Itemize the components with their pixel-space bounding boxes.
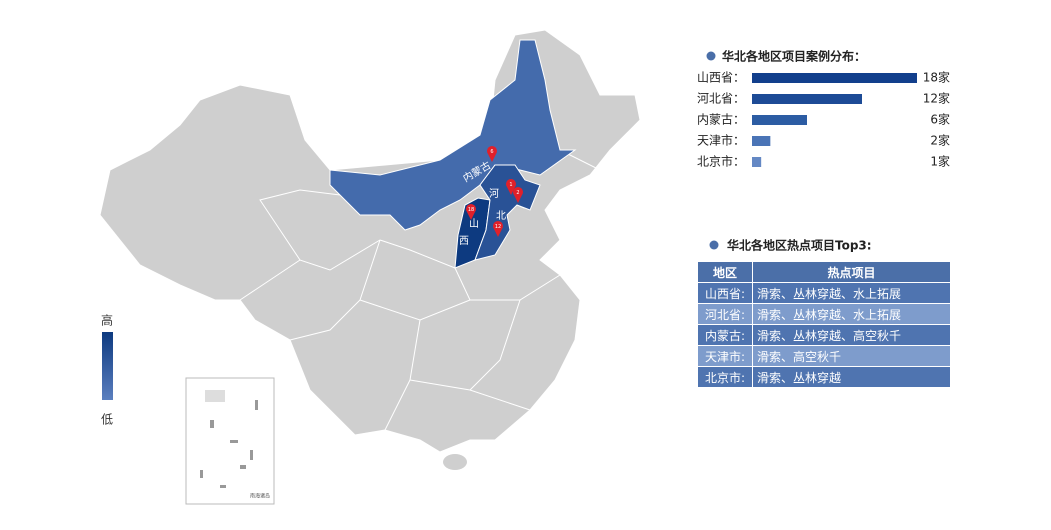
pin xyxy=(493,221,503,237)
region-label: 西 xyxy=(459,236,469,247)
legend-low: 低 xyxy=(101,413,113,427)
table-cell: 北京市: xyxy=(697,366,753,388)
region-label: 北 xyxy=(496,210,506,222)
hainan xyxy=(443,454,467,470)
bar-title: 华北各地区项目案例分布： xyxy=(722,49,866,64)
table-row: 天津市: 滑索、高空秋千 xyxy=(697,345,951,367)
legend-high: 高 xyxy=(101,313,113,328)
table-cell: 滑索、丛林穿越、高空秋千 xyxy=(752,324,951,346)
table-row: 北京市: 滑索、丛林穿越 xyxy=(697,366,951,388)
table-cell: 滑索、丛林穿越、水上拓展 xyxy=(752,303,951,325)
china-outline xyxy=(99,29,641,453)
table-row: 内蒙古: 滑索、丛林穿越、高空秋千 xyxy=(697,324,951,346)
bar-category: 天津市： xyxy=(697,133,745,148)
table-cell: 滑索、丛林穿越、水上拓展 xyxy=(752,282,951,304)
bar xyxy=(752,157,762,167)
province-borders xyxy=(239,149,601,431)
bar xyxy=(752,136,771,146)
bar-category: 北京市： xyxy=(697,154,745,169)
pin xyxy=(506,179,516,195)
pin-label: 12 xyxy=(495,224,501,230)
inset-islands xyxy=(200,390,258,488)
bar-category: 内蒙古： xyxy=(697,112,745,127)
table-cell: 河北省: xyxy=(697,303,753,325)
pin-label: 2 xyxy=(516,190,519,196)
table-row: 山西省: 滑索、丛林穿越、水上拓展 xyxy=(697,282,951,304)
bar-value-label: 1家 xyxy=(930,154,950,169)
bar-value-label: 6家 xyxy=(930,112,950,127)
table-cell: 内蒙古: xyxy=(697,324,753,346)
table-cell: 天津市: xyxy=(697,345,753,367)
table-cell: 滑索、高空秋千 xyxy=(752,345,951,367)
pin-label: 6 xyxy=(490,149,493,155)
inset-label: 南海诸岛 xyxy=(250,493,270,500)
header-cell: 热点项目 xyxy=(752,261,951,283)
bullet xyxy=(706,51,716,61)
header-row: 地区 热点项目 xyxy=(697,261,951,283)
header-cell: 地区 xyxy=(697,261,753,283)
table-title: 华北各地区热点项目Top3: xyxy=(727,238,872,253)
bar-category: 河北省： xyxy=(697,92,745,106)
pin xyxy=(466,204,476,220)
bar xyxy=(752,73,917,83)
region-label: 河 xyxy=(489,188,499,200)
region-label: 山 xyxy=(469,218,479,230)
table-cell: 山西省: xyxy=(697,282,753,304)
region xyxy=(329,39,577,231)
region xyxy=(474,164,541,261)
table-cell: 滑索、丛林穿越 xyxy=(752,366,951,388)
hot-projects-table: 地区 热点项目 山西省: 滑索、丛林穿越、水上拓展 河北省: 滑索、丛林穿越、水上拓展 内蒙… xyxy=(697,261,951,388)
pin xyxy=(513,186,524,203)
legend-gradient xyxy=(102,332,113,400)
bar-value-label: 18家 xyxy=(923,70,950,85)
bar-value-label: 2家 xyxy=(930,133,950,148)
table-row: 河北省: 滑索、丛林穿越、水上拓展 xyxy=(697,303,951,325)
bar-category: 山西省： xyxy=(697,71,745,85)
pin-label: 1 xyxy=(509,182,512,188)
bar-value-label: 12家 xyxy=(923,91,950,106)
pin xyxy=(487,146,497,162)
pin-label: 18 xyxy=(468,207,474,213)
bar xyxy=(752,94,862,104)
bullet xyxy=(709,240,719,250)
bar xyxy=(752,115,807,125)
